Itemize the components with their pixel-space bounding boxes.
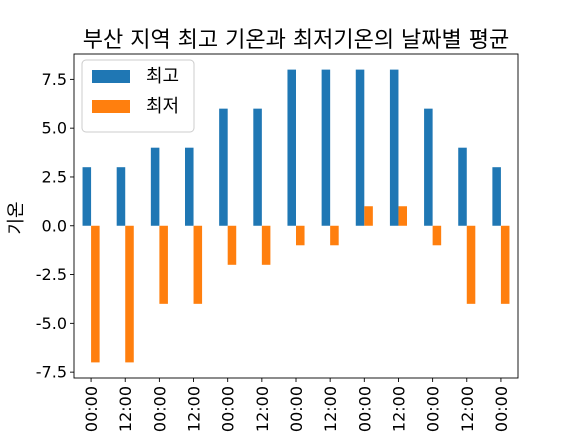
bar-max-7 <box>321 69 331 226</box>
legend-label-0: 최고 <box>146 66 179 87</box>
y-tick-label: -5.0 <box>36 314 67 333</box>
bar-min-2 <box>159 225 168 304</box>
y-tick-label: 2.5 <box>42 167 67 186</box>
bar-max-9 <box>389 69 399 226</box>
bar-min-6 <box>296 225 305 246</box>
bar-max-10 <box>424 108 433 226</box>
bar-min-3 <box>193 225 203 304</box>
bar-max-0 <box>82 167 92 226</box>
bar-max-11 <box>458 147 467 226</box>
bar-min-4 <box>227 225 237 265</box>
x-tick-label: 00:00 <box>219 386 238 432</box>
bar-max-6 <box>287 69 296 226</box>
x-tick-label: 00:00 <box>82 386 101 432</box>
bar-max-2 <box>150 147 160 226</box>
bar-min-5 <box>261 225 271 265</box>
legend-label-1: 최저 <box>146 96 179 117</box>
y-axis-label: 기온 <box>6 201 27 234</box>
x-tick-label: 00:00 <box>355 386 374 432</box>
legend-swatch-0 <box>92 70 130 83</box>
bar-min-8 <box>364 206 373 226</box>
bar-min-10 <box>432 225 442 246</box>
x-tick-label: 12:00 <box>185 386 204 432</box>
y-tick-label: -2.5 <box>36 265 67 284</box>
bar-min-11 <box>466 225 476 304</box>
x-tick-label: 00:00 <box>287 386 306 432</box>
y-tick-label: 0.0 <box>42 216 67 235</box>
bar-max-1 <box>116 167 126 226</box>
bar-max-8 <box>355 69 365 226</box>
bar-max-3 <box>185 147 194 226</box>
bar-max-5 <box>253 108 262 226</box>
bar-min-1 <box>125 225 134 363</box>
x-tick-label: 00:00 <box>424 386 443 432</box>
y-tick-label: 7.5 <box>42 70 67 89</box>
x-tick-label: 12:00 <box>253 386 272 432</box>
x-tick-label: 12:00 <box>116 386 135 432</box>
bar-min-9 <box>398 206 407 226</box>
y-tick-label: 5.0 <box>42 119 67 138</box>
bar-max-12 <box>492 167 501 226</box>
bar-min-0 <box>91 225 100 363</box>
x-tick-label: 00:00 <box>492 386 511 432</box>
plot-area: -7.5 -5.0 -2.5 0.0 2.5 5.0 7.5 00:00 12:00 00:00 1… <box>36 53 519 432</box>
bar-min-12 <box>500 225 510 304</box>
x-tick-label: 12:00 <box>458 386 477 432</box>
x-tick-label: 12:00 <box>389 386 408 432</box>
y-tick-label: -7.5 <box>36 363 67 382</box>
x-tick-label: 12:00 <box>321 386 340 432</box>
legend-swatch-1 <box>92 100 130 113</box>
x-tick-label: 00:00 <box>150 386 169 432</box>
bar-min-7 <box>330 225 339 246</box>
chart-title: 부산 지역 최고 기온과 최저기온의 날짜별 평균 <box>83 28 510 53</box>
bar-max-4 <box>219 108 228 226</box>
